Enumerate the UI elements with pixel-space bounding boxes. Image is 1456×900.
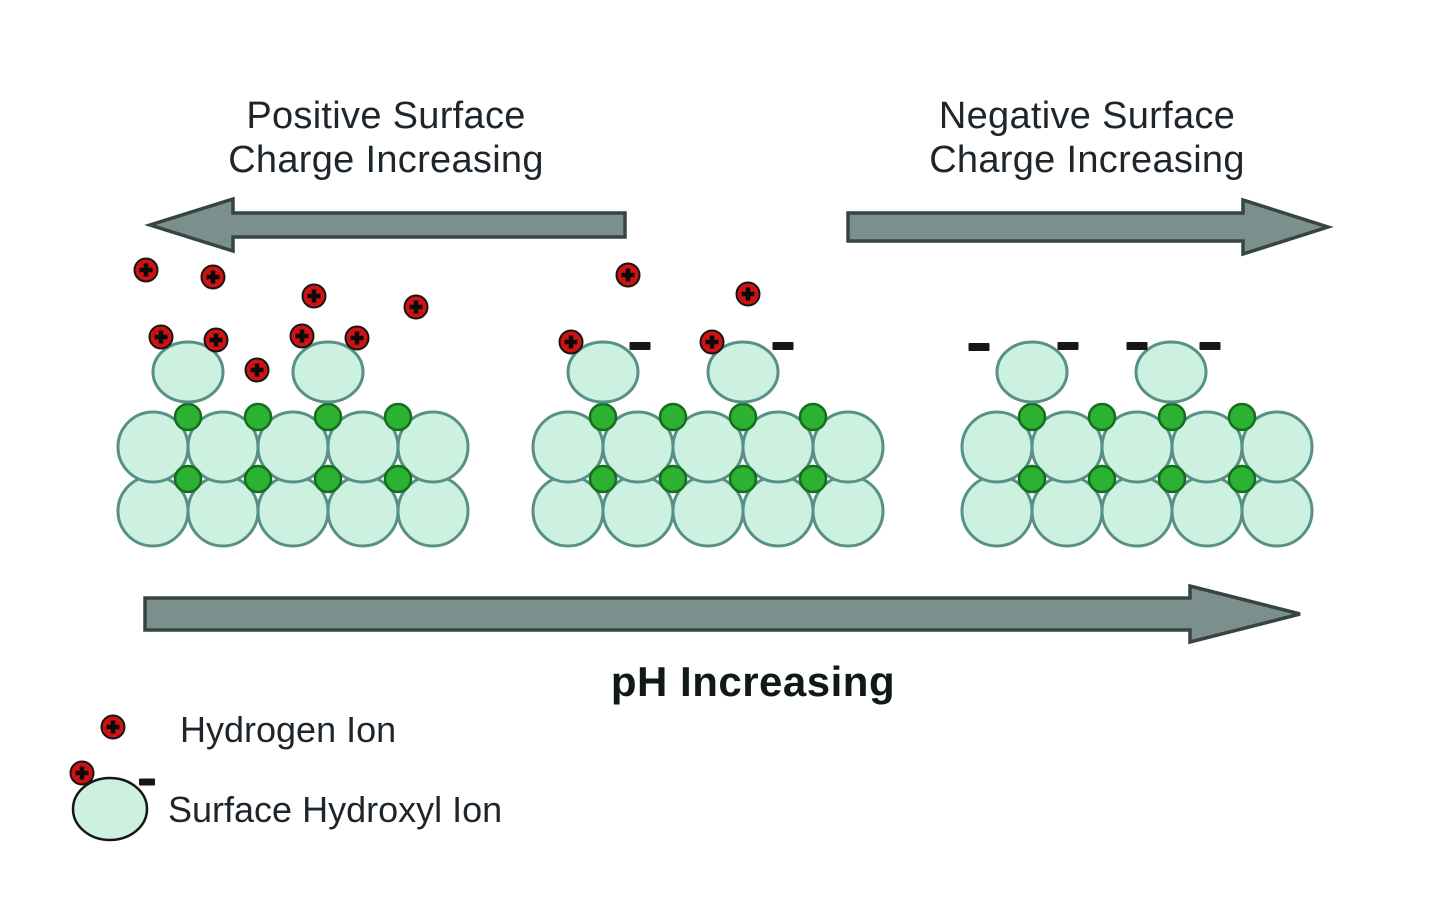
legend-minus-charge-icon — [139, 778, 155, 786]
lattice-cation — [588, 402, 618, 432]
surface-hydroxyl — [151, 340, 225, 404]
surface-cluster-1 — [116, 340, 470, 548]
lattice-cation — [1157, 464, 1187, 494]
surface-hydroxyl — [706, 340, 780, 404]
lattice-cation — [313, 464, 343, 494]
negative-charge-arrow — [846, 197, 1334, 257]
hydrogen-ion — [148, 324, 174, 350]
negative-charge-title-line1: Negative Surface — [938, 95, 1236, 137]
surface-hydroxyl — [291, 340, 365, 404]
hydrogen-ion — [301, 283, 327, 309]
hydrogen-ion — [735, 281, 761, 307]
legend-hydrogen-symbol — [100, 714, 126, 740]
surface-cluster-2 — [531, 340, 885, 548]
negative-charge-title-line2: Charge Increasing — [929, 139, 1245, 181]
hydrogen-ion — [289, 323, 315, 349]
minus-charge-icon — [772, 342, 794, 350]
legend-hydroxyl-label: Surface Hydroxyl Ion — [168, 789, 503, 830]
minus-charge-icon — [1199, 342, 1221, 350]
hydrogen-ion — [615, 262, 641, 288]
positive-charge-title: Positive Surface Charge Increasing — [156, 94, 616, 182]
ph-increasing-arrow — [143, 583, 1301, 645]
hydrogen-ion — [200, 264, 226, 290]
hydrogen-ion — [244, 357, 270, 383]
lattice-cation — [1087, 402, 1117, 432]
hydrogen-ion — [344, 325, 370, 351]
lattice-cation — [1087, 464, 1117, 494]
lattice-cation — [1017, 464, 1047, 494]
hydrogen-ion — [133, 257, 159, 283]
hydrogen-ion — [558, 329, 584, 355]
lattice-cation — [313, 402, 343, 432]
lattice-cation — [728, 464, 758, 494]
minus-charge-icon — [629, 342, 651, 350]
lattice-cation — [1017, 402, 1047, 432]
minus-charge-icon — [1057, 342, 1079, 350]
surface-hydroxyl — [1134, 340, 1208, 404]
lattice-cation — [173, 464, 203, 494]
positive-charge-title-line2: Charge Increasing — [228, 139, 544, 181]
lattice-cation — [728, 402, 758, 432]
lattice-cation — [1227, 464, 1257, 494]
ph-increasing-label: pH Increasing — [610, 658, 896, 705]
lattice-cation — [173, 402, 203, 432]
minus-charge-icon — [968, 343, 990, 351]
hydrogen-ion — [699, 329, 725, 355]
surface-atom — [811, 410, 885, 484]
lattice-cation — [588, 464, 618, 494]
lattice-cation — [383, 464, 413, 494]
lattice-cation — [383, 402, 413, 432]
surface-atom — [1240, 410, 1314, 484]
positive-charge-arrow — [144, 196, 627, 254]
lattice-cation — [243, 464, 273, 494]
legend-hydrogen-label: Hydrogen Ion — [180, 709, 397, 750]
lattice-cation — [658, 464, 688, 494]
lattice-cation — [1227, 402, 1257, 432]
surface-hydroxyl — [566, 340, 640, 404]
lattice-cation — [658, 402, 688, 432]
positive-charge-title-line1: Positive Surface — [246, 95, 526, 137]
surface-atom — [396, 410, 470, 484]
lattice-cation — [1157, 402, 1187, 432]
surface-cluster-3 — [960, 340, 1314, 548]
lattice-cation — [243, 402, 273, 432]
hydrogen-ion — [403, 294, 429, 320]
legend-hydroxyl-symbol — [71, 776, 149, 842]
legend-hydrogen-on-hydroxyl — [69, 760, 95, 786]
lattice-cation — [798, 402, 828, 432]
surface-hydroxyl — [995, 340, 1069, 404]
negative-charge-title: Negative Surface Charge Increasing — [857, 94, 1317, 182]
minus-charge-icon — [1126, 342, 1148, 350]
hydrogen-ion — [203, 327, 229, 353]
lattice-cation — [798, 464, 828, 494]
